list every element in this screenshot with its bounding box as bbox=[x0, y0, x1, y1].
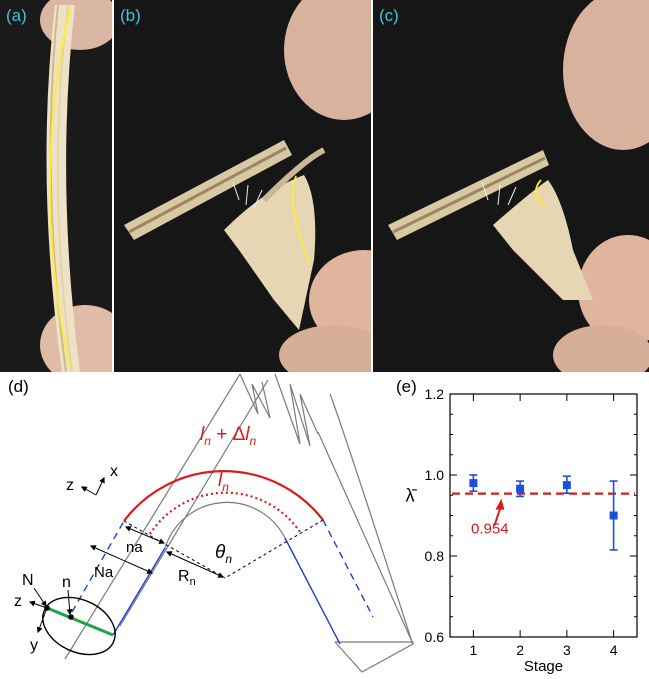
panel-label-a: (a) bbox=[6, 6, 27, 25]
theta-label: θn bbox=[215, 542, 232, 566]
panel-label-b: (b) bbox=[120, 6, 141, 25]
inner-arc-label: ln bbox=[218, 470, 229, 494]
inner-left-edge bbox=[119, 379, 269, 627]
blue-right-dashed bbox=[322, 519, 374, 618]
z-label-top: z bbox=[66, 477, 74, 494]
na-arrow bbox=[124, 526, 166, 544]
crack-right bbox=[274, 374, 319, 447]
bottom-right-end bbox=[334, 641, 414, 673]
right-curl bbox=[329, 393, 413, 643]
z-axis-bottom bbox=[28, 600, 48, 609]
N-pointer bbox=[33, 587, 47, 607]
plot-frame bbox=[449, 393, 638, 638]
x-axis-label: Stage bbox=[524, 658, 563, 675]
R-arrow bbox=[165, 551, 225, 578]
y-label-bottom: y bbox=[30, 637, 38, 654]
panel-label-c: (c) bbox=[379, 6, 399, 25]
x-ticks: 1 2 3 4 bbox=[469, 394, 618, 658]
y-tick-label: 0.6 bbox=[425, 629, 445, 645]
cross-section-ellipse bbox=[42, 596, 116, 656]
data-point bbox=[516, 484, 525, 493]
inner-arc bbox=[164, 501, 286, 549]
lambda-chart: 0.6 0.8 1.0 1.2 1 2 3 4 λ̄ Stage 0.954 bbox=[406, 386, 638, 675]
photo-a-image bbox=[0, 0, 112, 372]
x-tick-label: 4 bbox=[610, 642, 618, 658]
Na-label: Na bbox=[94, 564, 114, 581]
photo-c-image bbox=[373, 0, 649, 372]
inner-red-arc bbox=[149, 491, 301, 535]
outer-red-arc bbox=[123, 470, 324, 522]
x-tick-label: 1 bbox=[469, 642, 477, 658]
na-label: na bbox=[126, 539, 143, 556]
outer-arc-label: ln + Δln bbox=[200, 424, 257, 448]
n-pointer bbox=[66, 589, 73, 616]
x-tick-label: 2 bbox=[516, 642, 524, 658]
x-tick-label: 3 bbox=[563, 642, 571, 658]
Na-arrow bbox=[89, 545, 154, 574]
data-point bbox=[562, 481, 571, 490]
reference-value-label: 0.954 bbox=[471, 521, 509, 538]
data-point bbox=[609, 511, 618, 520]
photo-b-image bbox=[114, 0, 371, 372]
panel-label-e: (e) bbox=[396, 377, 417, 396]
data-point bbox=[469, 479, 478, 488]
z-label-bottom: z bbox=[14, 593, 22, 610]
photo-panel-a: (a) bbox=[0, 0, 112, 372]
radius-right-dash bbox=[224, 519, 324, 579]
y-ticks: 0.6 0.8 1.0 1.2 bbox=[425, 386, 637, 645]
y-axis-label: λ̄ bbox=[406, 485, 418, 505]
y-tick-label: 1.2 bbox=[425, 386, 445, 402]
bending-diagram: ln + Δln ln θn Rn na Na N n z x z y bbox=[14, 374, 414, 673]
green-chord bbox=[46, 606, 114, 637]
y-axis-bottom bbox=[36, 607, 48, 634]
x-label-top: x bbox=[110, 463, 118, 480]
panel-label-d: (d) bbox=[8, 377, 29, 396]
data-points bbox=[469, 474, 618, 551]
crack-left bbox=[239, 374, 271, 419]
N-label: N bbox=[22, 572, 34, 589]
n-label: n bbox=[62, 574, 71, 591]
outer-right-edge bbox=[317, 431, 414, 645]
reference-arrowhead bbox=[495, 498, 505, 510]
outer-left-edge bbox=[64, 374, 241, 660]
blue-right-solid bbox=[284, 537, 341, 645]
z-axis-top bbox=[80, 486, 97, 496]
point-n bbox=[68, 614, 74, 620]
photo-panel-b: (b) bbox=[114, 0, 371, 372]
photo-panel-c: (c) bbox=[373, 0, 649, 372]
y-tick-label: 1.0 bbox=[425, 467, 445, 483]
x-axis-top bbox=[95, 476, 105, 496]
blue-left-solid bbox=[112, 547, 166, 636]
y-tick-label: 0.8 bbox=[425, 548, 445, 564]
R-label: Rn bbox=[178, 568, 196, 588]
